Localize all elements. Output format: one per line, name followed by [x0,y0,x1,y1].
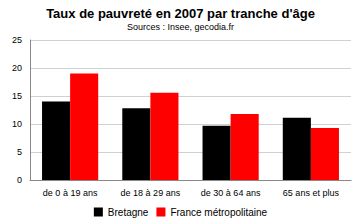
svg-text:de 30 à 64 ans: de 30 à 64 ans [201,188,261,198]
svg-text:20: 20 [12,63,22,73]
svg-text:Bretagne: Bretagne [108,207,149,218]
svg-text:de 18 à 29 ans: de 18 à 29 ans [121,188,181,198]
svg-text:10: 10 [12,119,22,129]
svg-text:15: 15 [12,91,22,101]
svg-text:Sources : Insee, gecodia.fr: Sources : Insee, gecodia.fr [127,22,234,32]
svg-text:de 0 à 19 ans: de 0 à 19 ans [43,188,98,198]
svg-text:25: 25 [12,35,22,45]
svg-text:5: 5 [17,147,22,157]
svg-text:France métropolitaine: France métropolitaine [170,207,267,218]
svg-text:Taux de pauvreté en 2007 par t: Taux de pauvreté en 2007 par tranche d'â… [46,6,315,21]
svg-text:0: 0 [17,175,22,185]
svg-text:65 ans et plus: 65 ans et plus [283,188,340,198]
